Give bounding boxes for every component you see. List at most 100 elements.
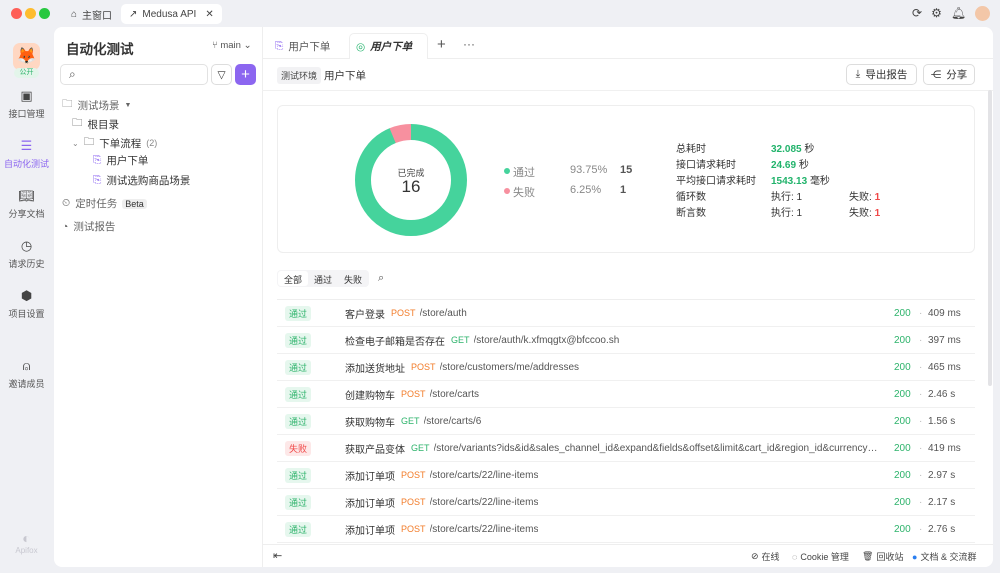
tree-reports[interactable]: ◔ 测试报告: [62, 220, 116, 234]
tab-scenario[interactable]: ⎘ 用户下单: [275, 40, 331, 53]
legend-pass: 通过 93.75% 15: [504, 164, 632, 180]
add-button[interactable]: +: [235, 64, 256, 85]
share-button[interactable]: ⋲ 分享: [923, 64, 975, 85]
search-icon: ⌕: [69, 67, 76, 81]
status-code: 200: [894, 442, 911, 454]
status-filter: 全部 通过 失败: [277, 270, 370, 287]
request-path: /store/carts/22/line-items: [429, 523, 539, 535]
request-path: /store/carts: [429, 388, 479, 400]
table-row[interactable]: 通过 添加订单项 POST /store/carts/22/line-items…: [277, 489, 975, 516]
close-tab-icon[interactable]: ✕: [205, 8, 214, 20]
public-badge: 公开: [14, 68, 39, 78]
tree-root[interactable]: 🗀 根目录: [72, 115, 119, 133]
step-name: 添加订单项: [345, 525, 395, 537]
scenario-icon: ⎘: [93, 174, 102, 186]
rail-item-1[interactable]: ☰ 自动化测试: [3, 138, 49, 169]
gear-icon[interactable]: ⚙: [931, 6, 942, 20]
table-row[interactable]: 失败 获取产品变体 GET /store/variants?ids&id&sal…: [277, 435, 975, 462]
http-method: GET: [401, 416, 420, 426]
duration: 397 ms: [928, 334, 961, 346]
filter-pass[interactable]: 通过: [314, 275, 333, 285]
request-path: /store/carts/6: [423, 415, 482, 427]
status-code: 200: [894, 361, 911, 373]
filter-fail[interactable]: 失败: [344, 275, 363, 285]
step-name: 添加订单项: [345, 498, 395, 510]
rail-item-3[interactable]: ◷ 请求历史: [8, 238, 45, 269]
docs-community[interactable]: ● 文档 & 交流群: [912, 551, 977, 563]
more-icon[interactable]: ···: [463, 37, 475, 51]
close-window-button[interactable]: [11, 8, 22, 19]
status-badge: 通过: [285, 305, 311, 321]
table-row[interactable]: 通过 检查电子邮箱是否存在 GET /store/auth/k.xfmqgtx@…: [277, 327, 975, 354]
donut-fail-segment: [355, 124, 467, 236]
table-row[interactable]: 通过 添加送货地址 POST /store/customers/me/addre…: [277, 354, 975, 381]
step-name: 客户登录: [345, 309, 385, 321]
table-row[interactable]: 通过 获取购物车 GET /store/carts/6 200 · 1.56 s: [277, 408, 975, 435]
status-badge: 通过: [285, 521, 311, 537]
status-badge: 通过: [285, 359, 311, 375]
project-avatar[interactable]: 🦊: [13, 43, 40, 70]
table-row[interactable]: 通过 添加订单项 POST /store/carts/22/line-items…: [277, 516, 975, 543]
scrollbar[interactable]: [988, 90, 992, 386]
status-badge: 失败: [285, 440, 311, 456]
rail-item-5[interactable]: ⍝ 邀请成员: [8, 358, 45, 389]
tree-item[interactable]: ⎘ 用户下单: [93, 154, 149, 167]
search-input[interactable]: ⌕: [60, 64, 208, 85]
table-row[interactable]: 通过 创建购物车 POST /store/carts 200 · 2.46 s: [277, 381, 975, 408]
tab-report-active[interactable]: ◎ 用户下单: [356, 40, 413, 54]
table-row[interactable]: 通过 添加订单项 POST /store/carts/22/line-items…: [277, 462, 975, 489]
online-status[interactable]: ⊘ 在线: [751, 551, 780, 562]
duration: 465 ms: [928, 361, 961, 373]
status-badge: 通过: [285, 386, 311, 402]
http-method: POST: [401, 524, 426, 534]
minimize-window-button[interactable]: [25, 8, 36, 19]
apifox-logo: ◐ Apifox: [15, 530, 38, 555]
tree-scheduled[interactable]: ⏲ 定时任务 Beta: [62, 196, 147, 211]
collapse-sidebar-icon[interactable]: ⇤: [273, 550, 283, 562]
maximize-window-button[interactable]: [39, 8, 50, 19]
tab-project[interactable]: ↗ Medusa API ✕: [121, 4, 222, 24]
http-method: POST: [401, 389, 426, 399]
refresh-icon[interactable]: ⟳: [912, 6, 923, 20]
automation-icon: ☰: [20, 138, 33, 153]
filter-button[interactable]: ▽: [211, 64, 232, 85]
duration: 419 ms: [928, 442, 961, 454]
rail-item-4[interactable]: ⬢ 项目设置: [8, 288, 45, 319]
branch-selector[interactable]: ⑂ main ⌄: [212, 40, 252, 51]
new-tab-button[interactable]: +: [437, 36, 446, 53]
table-row[interactable]: 通过 客户登录 POST /store/auth 200 · 409 ms: [277, 300, 975, 327]
bell-icon[interactable]: 🔔︎: [950, 6, 967, 20]
rail-item-2[interactable]: 📖︎ 分享文档: [8, 188, 45, 219]
request-path: /store/auth: [419, 307, 467, 319]
filter-icon: ▽: [217, 68, 226, 81]
cookie-manager[interactable]: ◌ Cookie 管理: [792, 551, 849, 563]
filter-all[interactable]: 全部: [278, 271, 309, 286]
api-icon: ▣: [20, 88, 33, 103]
search-icon[interactable]: ⌕: [378, 272, 385, 284]
step-name: 添加送货地址: [345, 363, 405, 375]
download-icon: ⤓: [855, 68, 861, 80]
tree-folder[interactable]: ⌄ 🗀 下单流程 (2): [72, 134, 157, 152]
tree-test-scenes[interactable]: 🗀 测试场景 ▼: [62, 96, 131, 114]
http-method: POST: [411, 362, 436, 372]
status-code: 200: [894, 388, 911, 400]
sidebar: [54, 27, 262, 567]
status-badge: 通过: [285, 413, 311, 429]
settings-icon: ⬢: [20, 288, 33, 303]
scenario-icon: ⎘: [275, 40, 284, 52]
export-report-button[interactable]: ⤓ 导出报告: [846, 64, 917, 85]
http-method: GET: [451, 335, 470, 345]
status-badge: 通过: [285, 332, 311, 348]
trash-icon: 🗑︎: [862, 551, 874, 561]
share-icon: ⋲: [930, 68, 942, 81]
tree-item[interactable]: ⎘ 测试选购商品场景: [93, 174, 191, 187]
http-method: POST: [401, 497, 426, 507]
status-code: 200: [894, 469, 911, 481]
cookie-icon: ◌: [792, 551, 798, 562]
user-avatar[interactable]: [975, 6, 991, 21]
folder-icon: 🗀: [62, 98, 73, 110]
tab-main-window[interactable]: ⌂ 主窗口: [71, 8, 113, 22]
request-path: /store/variants?ids&id&sales_channel_id&…: [433, 442, 882, 454]
rail-item-0[interactable]: ▣ 接口管理: [8, 88, 45, 119]
trash[interactable]: 🗑︎ 回收站: [862, 551, 904, 562]
